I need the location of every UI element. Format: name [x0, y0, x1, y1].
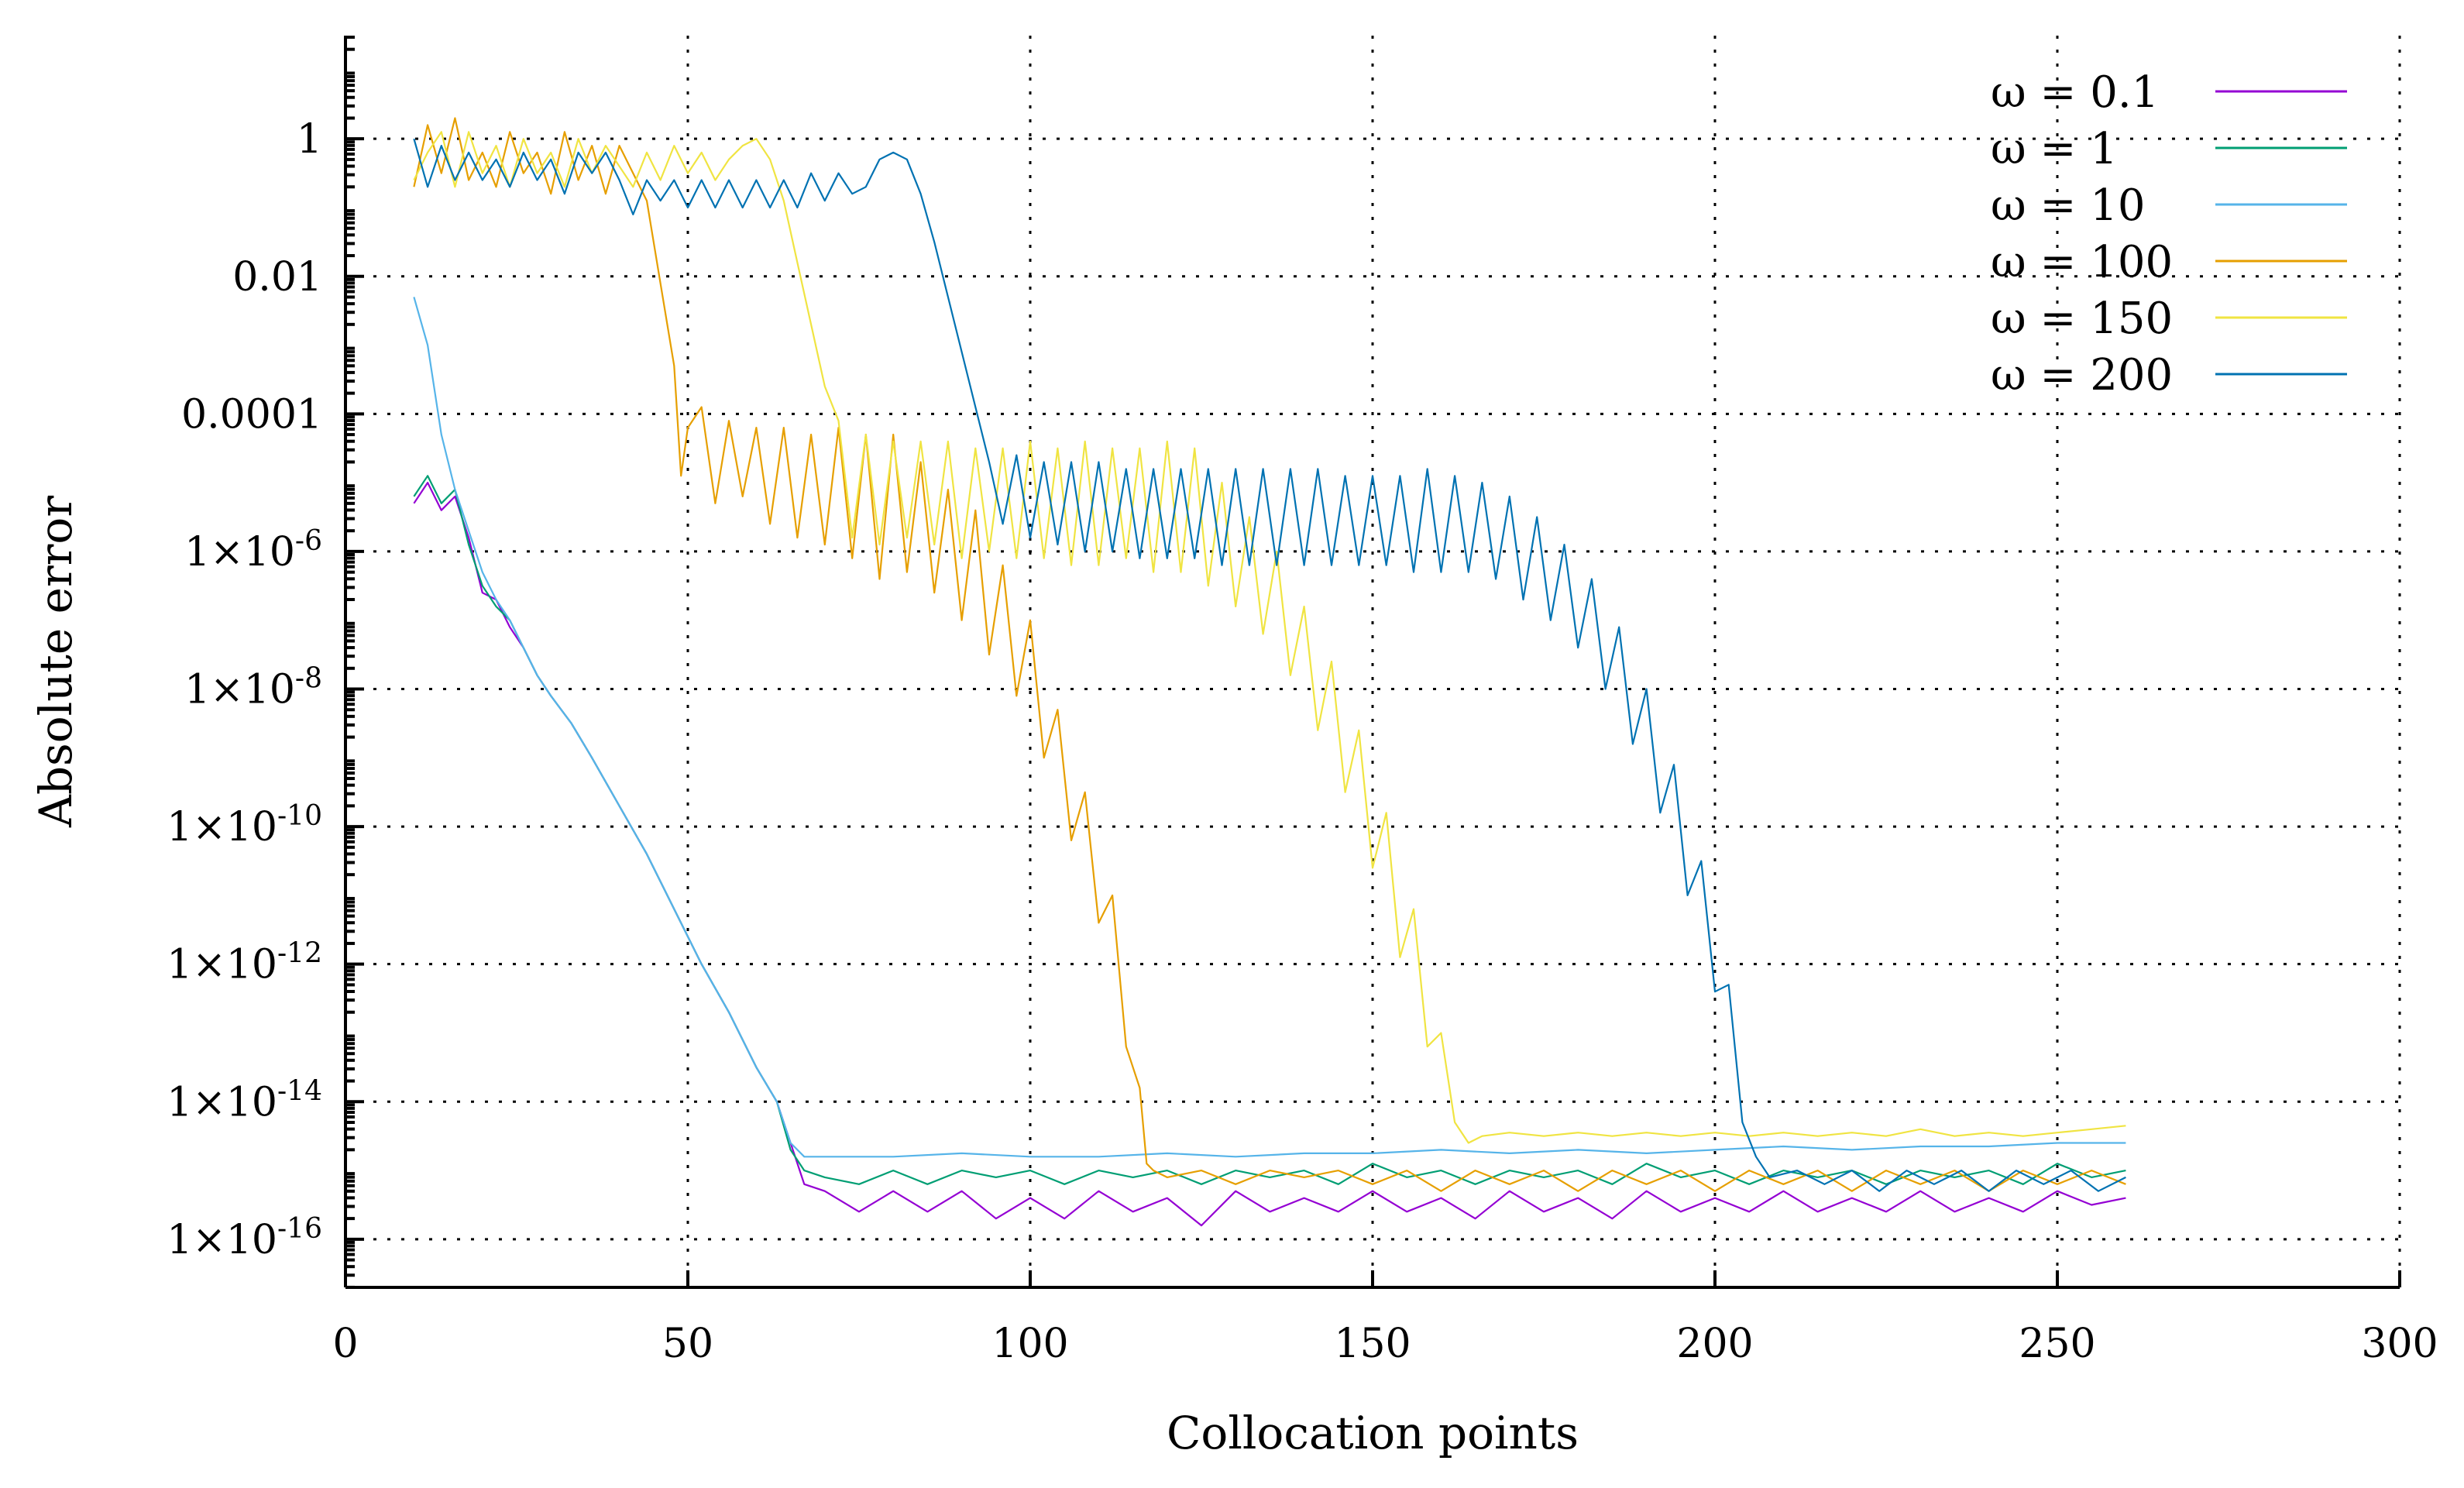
legend-label: ω = 200 — [1991, 350, 2173, 400]
series-line-3 — [413, 117, 2126, 1192]
legend: ω = 0.1 ω = 1 ω = 10 ω = 100 ω = 150 ω = 200 — [1991, 67, 2347, 400]
series-line-4 — [413, 131, 2126, 1144]
x-tick-label: 300 — [2361, 1321, 2438, 1367]
legend-label: ω = 1 — [1991, 124, 2118, 174]
x-tick-label: 50 — [662, 1321, 713, 1367]
x-tick-label: 200 — [1676, 1321, 1753, 1367]
axes-layer: 0 50 100 150 200 250 300 1 0.01 0.0001 1×10-6 1×10-… — [167, 36, 2438, 1367]
series-layer — [413, 117, 2126, 1227]
x-tick-label: 150 — [1334, 1321, 1411, 1367]
x-axis-title: Collocation points — [1167, 1407, 1579, 1459]
legend-label: ω = 100 — [1991, 237, 2173, 287]
y-tick-label: 1×10-14 — [167, 1075, 322, 1125]
y-tick-label: 1 — [297, 116, 322, 163]
series-line-2 — [413, 297, 2126, 1158]
y-tick-label: 1×10-16 — [167, 1213, 322, 1263]
legend-label: ω = 150 — [1991, 294, 2173, 344]
y-tick-label: 1×10-10 — [167, 800, 322, 851]
legend-label: ω = 0.1 — [1991, 67, 2159, 118]
y-tick-label: 1×10-12 — [167, 938, 322, 988]
series-line-1 — [413, 475, 2126, 1185]
x-tick-label: 250 — [2019, 1321, 2095, 1367]
x-tick-label: 100 — [991, 1321, 1068, 1367]
y-axis-title: Absolute error — [29, 496, 82, 828]
legend-label: ω = 10 — [1991, 180, 2145, 231]
y-tick-label: 0.0001 — [181, 391, 322, 438]
y-tick-label: 0.01 — [232, 254, 322, 301]
y-tick-label: 1×10-6 — [184, 525, 322, 576]
series-line-5 — [413, 138, 2126, 1192]
y-tick-label: 1×10-8 — [184, 663, 322, 713]
x-tick-label: 0 — [332, 1321, 358, 1367]
